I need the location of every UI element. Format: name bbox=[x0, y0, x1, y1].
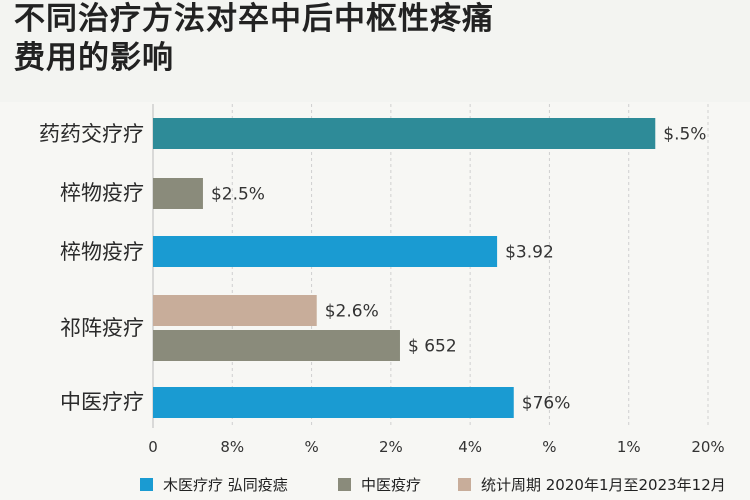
bar bbox=[153, 118, 656, 149]
chart-title-line-1: 不同治疗方法对卒中后中枢性疼痛 bbox=[14, 1, 494, 37]
x-tick-label: 2% bbox=[379, 438, 403, 456]
bar-value-label: $76% bbox=[522, 394, 571, 414]
legend: 木医疗疗 弘同疫痣 中医疫疗 统计周期 2020年1月至2023年12月 bbox=[0, 470, 750, 500]
category-label: 椊物疫疗 bbox=[60, 181, 144, 205]
x-tick-label: % bbox=[542, 438, 556, 456]
x-tick-label: 0 bbox=[148, 438, 158, 456]
bar-value-label: $.5% bbox=[663, 125, 706, 145]
legend-label-2: 中医疫疗 bbox=[361, 476, 422, 494]
legend-label-3: 统计周期 2020年1月至2023年12月 bbox=[481, 476, 726, 494]
bar-value-label: $2.5% bbox=[211, 185, 265, 205]
bar-chart: 0 8%% 2% 4%% 1% 20%药药交疗疗椊物疫疗椊物疫疗祁阵疫疗中医疗疗$.5%$… bbox=[39, 104, 725, 456]
bar bbox=[153, 236, 498, 267]
bar-value-label: $ 652 bbox=[408, 337, 457, 357]
legend-label-1: 木医疗疗 弘同疫痣 bbox=[163, 476, 288, 494]
bar-value-label: $3.92 bbox=[505, 243, 554, 263]
legend-swatch-3 bbox=[458, 478, 471, 491]
chart-title: 不同治疗方法对卒中后中枢性疼痛 费用的影响 bbox=[14, 0, 494, 78]
bar bbox=[153, 295, 317, 326]
x-tick-label: 4% bbox=[458, 438, 482, 456]
bar bbox=[153, 387, 514, 418]
category-label: 药药交疗疗 bbox=[39, 122, 144, 146]
legend-swatch-2 bbox=[338, 478, 351, 491]
category-label: 中医疗疗 bbox=[60, 390, 144, 414]
category-label: 椊物疫疗 bbox=[60, 240, 144, 264]
plot-background bbox=[0, 102, 750, 500]
x-tick-label: % bbox=[304, 438, 318, 456]
x-tick-label: 8% bbox=[220, 438, 244, 456]
legend-item-3: 统计周期 2020年1月至2023年12月 bbox=[458, 474, 726, 495]
category-label: 祁阵疫疗 bbox=[60, 316, 144, 340]
bar-value-label: $2.6% bbox=[325, 302, 379, 322]
legend-item-2: 中医疫疗 bbox=[338, 474, 421, 495]
x-tick-label: 20% bbox=[691, 438, 724, 456]
x-tick-label: 1% bbox=[617, 438, 641, 456]
legend-item-1: 木医疗疗 弘同疫痣 bbox=[140, 474, 288, 495]
legend-swatch-1 bbox=[140, 478, 153, 491]
bar bbox=[153, 330, 400, 361]
bar bbox=[153, 178, 203, 209]
chart-title-line-2: 费用的影响 bbox=[14, 40, 174, 76]
